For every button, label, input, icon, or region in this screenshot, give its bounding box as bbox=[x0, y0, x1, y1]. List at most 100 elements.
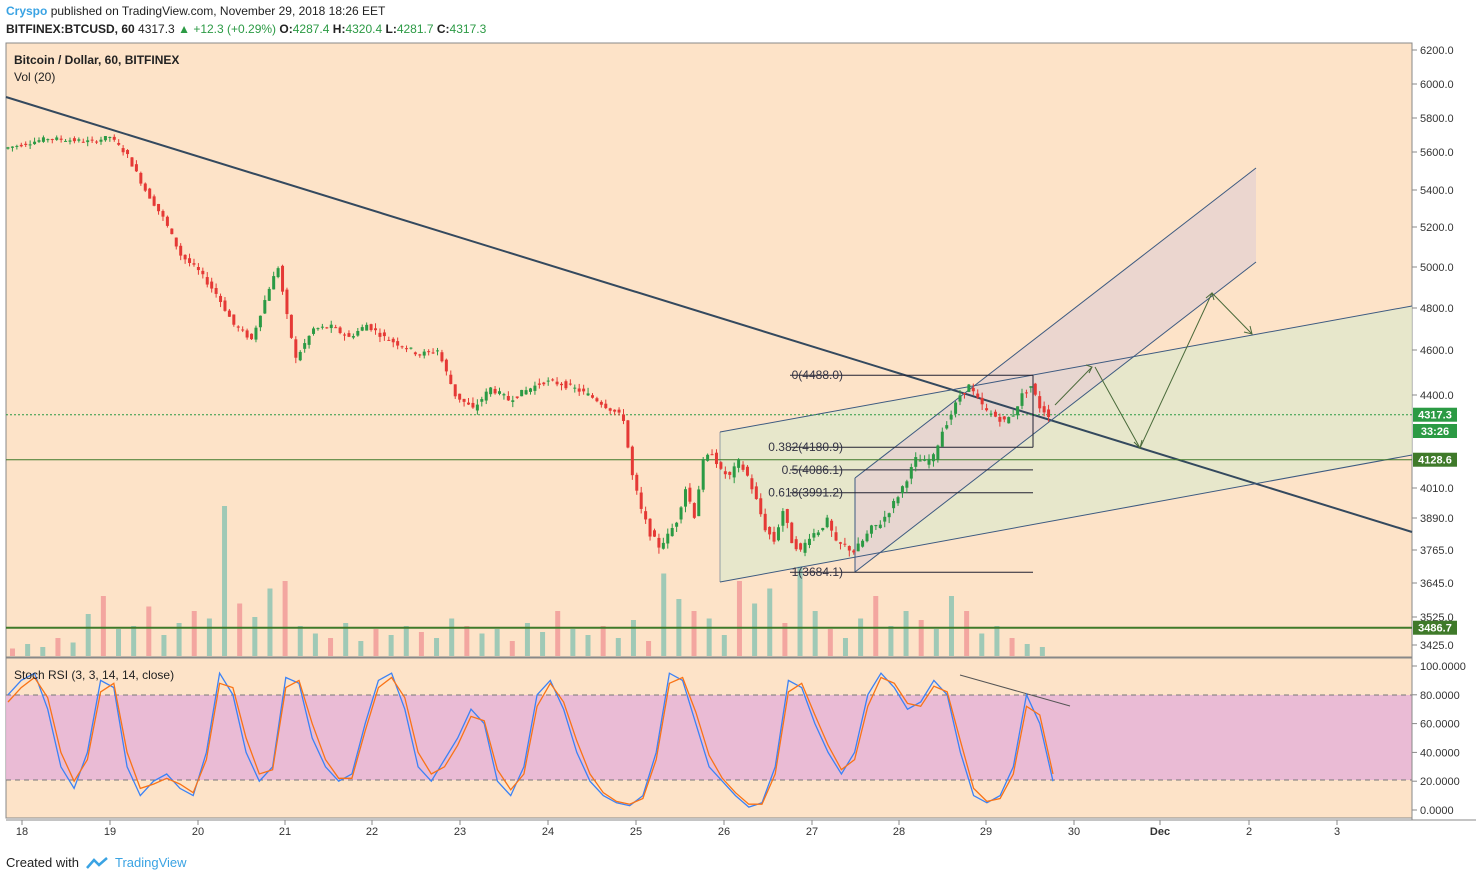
candle-body bbox=[785, 509, 789, 523]
candle-body bbox=[865, 533, 869, 542]
candle-body bbox=[750, 478, 754, 490]
candle-body bbox=[241, 329, 245, 331]
stoch-axis[interactable]: 100.0000 80.0000 60.0000 40.0000 20.0000 0.00… bbox=[1412, 661, 1466, 817]
candle-body bbox=[914, 457, 918, 467]
fib-level-label: 0.382(4180.9) bbox=[768, 440, 843, 454]
candle-body bbox=[648, 518, 652, 537]
stoch-legend: Stoch RSI (3, 3, 14, 14, close) bbox=[14, 668, 174, 682]
candle-body bbox=[878, 524, 882, 528]
volume-bar bbox=[964, 611, 970, 656]
close-label: C: bbox=[436, 22, 450, 36]
candle-body bbox=[768, 526, 772, 535]
candle-body bbox=[50, 139, 54, 141]
volume-bar bbox=[176, 623, 182, 656]
fibonacci-retracement[interactable]: 0(4488.0) 0.382(4180.9) 0.5(4086.1) 0.618(3… bbox=[768, 368, 1034, 579]
time-tick-label: 27 bbox=[806, 826, 818, 838]
candle-body bbox=[396, 341, 400, 346]
rising-channel-top[interactable] bbox=[854, 167, 1257, 479]
rising-channel-bottom[interactable] bbox=[854, 261, 1257, 573]
candle-body bbox=[1029, 386, 1033, 388]
time-tick-label: 2 bbox=[1246, 826, 1252, 838]
candle-body bbox=[183, 254, 187, 260]
candle-body bbox=[564, 381, 568, 389]
candle-body bbox=[130, 157, 134, 167]
candle-body bbox=[529, 388, 532, 392]
volume-bar bbox=[237, 603, 243, 656]
candle-body bbox=[316, 328, 320, 330]
volume-bar bbox=[585, 635, 591, 656]
wide-channel-top[interactable] bbox=[719, 305, 1413, 433]
wide-channel-bottom[interactable] bbox=[719, 454, 1413, 583]
candle-body bbox=[1011, 415, 1015, 417]
volume-bar bbox=[418, 632, 424, 656]
candle-body bbox=[900, 486, 904, 494]
candle-body bbox=[320, 326, 324, 328]
candle-body bbox=[343, 334, 347, 336]
candle-body bbox=[608, 408, 612, 411]
volume-bar bbox=[570, 629, 576, 656]
price-label-box bbox=[1413, 424, 1457, 438]
candle-body bbox=[825, 517, 829, 528]
volume-bar bbox=[524, 623, 530, 656]
volume-bar bbox=[721, 635, 727, 656]
volume-bar bbox=[297, 626, 303, 656]
candle-body bbox=[143, 183, 147, 191]
candle-body bbox=[599, 401, 603, 405]
time-axis[interactable]: 18 19 20 21 22 23 24 25 26 27 28 29 30 Dec 2 3 bbox=[16, 820, 1340, 838]
volume-bar bbox=[1024, 644, 1030, 656]
candle-body bbox=[391, 338, 395, 343]
tradingview-brand[interactable]: TradingView bbox=[114, 855, 187, 870]
candle-body bbox=[480, 399, 484, 402]
chart-canvas[interactable]: 0(4488.0) 0.382(4180.9) 0.5(4086.1) 0.618(3… bbox=[0, 0, 1476, 850]
tradingview-logo-icon bbox=[86, 856, 108, 869]
candle-body bbox=[511, 400, 515, 402]
price-tick-label: 6200.0 bbox=[1420, 45, 1454, 57]
candle-body bbox=[869, 525, 873, 534]
stoch-divergence-line[interactable] bbox=[959, 674, 1071, 707]
candle-body bbox=[90, 139, 94, 141]
candle-body bbox=[679, 507, 683, 520]
time-tick-label: 22 bbox=[366, 826, 378, 838]
candle-body bbox=[967, 384, 971, 392]
volume-bar bbox=[948, 596, 954, 656]
time-tick-label: 28 bbox=[893, 826, 905, 838]
candle-body bbox=[701, 459, 705, 490]
high-label: H: bbox=[332, 22, 346, 36]
candle-body bbox=[33, 141, 37, 145]
volume-bar bbox=[131, 626, 137, 656]
candle-body bbox=[555, 381, 559, 385]
price-label-box bbox=[1413, 452, 1457, 467]
volume-bars bbox=[10, 506, 1045, 656]
chart-title: Bitcoin / Dollar, 60, BITFINEX bbox=[14, 53, 179, 67]
candle-body bbox=[1033, 383, 1037, 395]
candle-body bbox=[37, 140, 41, 142]
volume-bar bbox=[691, 611, 697, 656]
volume-bar bbox=[191, 611, 197, 656]
candle-body bbox=[861, 540, 865, 547]
price-label-text: 4317.3 bbox=[1418, 410, 1452, 422]
candle-body bbox=[856, 543, 860, 552]
price-axis[interactable]: 6200.0 6000.0 5800.0 5600.0 5400.0 5200.0 5000… bbox=[1412, 45, 1454, 652]
price-label-box bbox=[1413, 407, 1457, 422]
volume-bar bbox=[873, 596, 879, 656]
low-value: 4281.7 bbox=[396, 22, 434, 36]
candle-body bbox=[745, 466, 749, 476]
candle-body bbox=[546, 380, 550, 382]
candle-body bbox=[444, 359, 448, 372]
author-link[interactable]: Cryspo bbox=[6, 4, 48, 18]
candle-body bbox=[573, 387, 577, 389]
change-up-icon: ▲ bbox=[178, 22, 190, 36]
footer: Created with TradingView bbox=[6, 855, 187, 870]
candle-body bbox=[559, 383, 563, 386]
candle-body bbox=[524, 390, 528, 395]
projection-arrow-1[interactable] bbox=[1054, 366, 1093, 406]
stoch-tick-label: 100.0000 bbox=[1420, 661, 1466, 673]
projection-arrow-2[interactable] bbox=[1094, 292, 1253, 450]
candle-body bbox=[971, 387, 975, 392]
candle-body bbox=[1047, 409, 1051, 418]
candle-body bbox=[595, 398, 599, 402]
candle-body bbox=[338, 327, 342, 333]
candle-body bbox=[161, 211, 165, 217]
candle-body bbox=[852, 550, 856, 553]
projection-fill bbox=[855, 168, 1256, 572]
